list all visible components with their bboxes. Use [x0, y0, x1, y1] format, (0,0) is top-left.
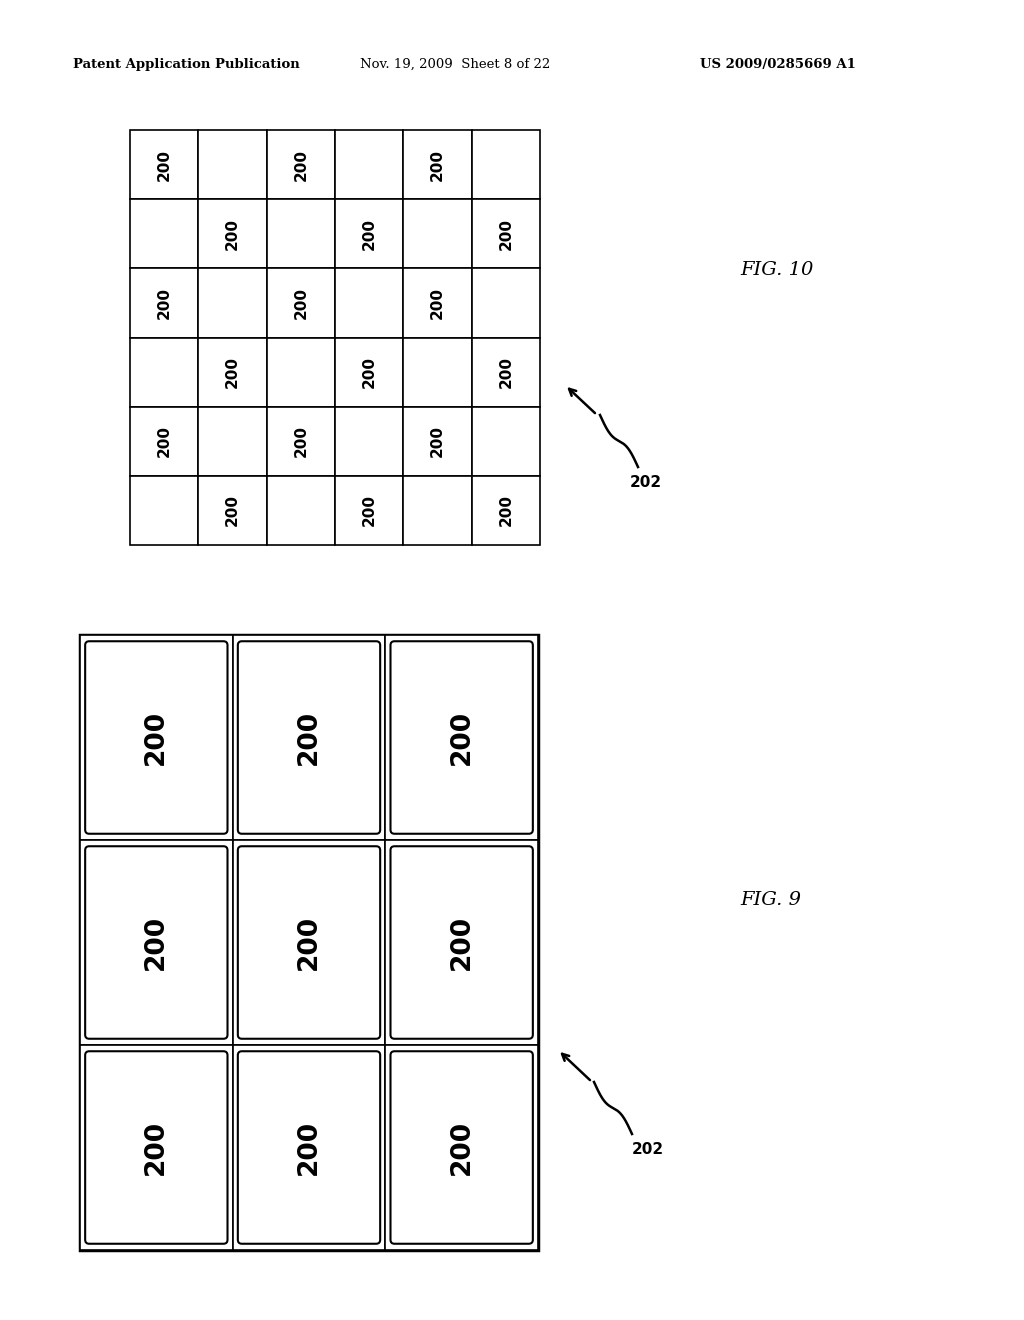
Bar [385, 635, 538, 840]
Bar [385, 1045, 538, 1250]
Text: 200: 200 [157, 425, 172, 457]
Bar [335, 407, 403, 475]
Bar [266, 338, 335, 407]
Bar [472, 268, 540, 338]
Bar [130, 338, 199, 407]
Bar [403, 338, 472, 407]
Bar [266, 268, 335, 338]
Bar [472, 475, 540, 545]
Text: 202: 202 [630, 475, 663, 490]
Text: 202: 202 [632, 1142, 665, 1158]
FancyBboxPatch shape [238, 642, 380, 834]
Bar [403, 129, 472, 199]
Bar [80, 635, 232, 840]
Text: 200: 200 [296, 1119, 322, 1175]
Bar [199, 199, 266, 268]
Text: 200: 200 [361, 218, 377, 249]
Text: 200: 200 [430, 149, 445, 181]
FancyBboxPatch shape [238, 1051, 380, 1243]
Bar [266, 199, 335, 268]
FancyBboxPatch shape [85, 642, 227, 834]
Bar [199, 407, 266, 475]
Text: 200: 200 [293, 286, 308, 319]
Text: 200: 200 [293, 149, 308, 181]
FancyBboxPatch shape [390, 642, 532, 834]
Bar [335, 268, 403, 338]
Bar [232, 840, 385, 1045]
Bar [80, 1045, 232, 1250]
Text: 200: 200 [225, 356, 240, 388]
Bar [266, 129, 335, 199]
Bar [472, 199, 540, 268]
Text: 200: 200 [296, 710, 322, 766]
Text: 200: 200 [143, 915, 169, 970]
Text: 200: 200 [361, 356, 377, 388]
Text: 200: 200 [225, 218, 240, 249]
FancyBboxPatch shape [390, 1051, 532, 1243]
Bar [335, 475, 403, 545]
Text: FIG. 9: FIG. 9 [740, 891, 801, 909]
Text: 200: 200 [499, 495, 513, 527]
Bar [130, 475, 199, 545]
Bar [335, 199, 403, 268]
Bar [130, 129, 199, 199]
Text: 200: 200 [157, 286, 172, 319]
Text: 200: 200 [143, 710, 169, 766]
Bar [232, 635, 385, 840]
Bar [385, 840, 538, 1045]
Bar [130, 268, 199, 338]
FancyBboxPatch shape [85, 1051, 227, 1243]
FancyBboxPatch shape [390, 846, 532, 1039]
Text: 200: 200 [157, 149, 172, 181]
Text: 200: 200 [225, 495, 240, 527]
Bar [199, 338, 266, 407]
FancyBboxPatch shape [238, 846, 380, 1039]
Text: 200: 200 [449, 1119, 475, 1175]
Bar [403, 407, 472, 475]
Bar [80, 840, 232, 1045]
Text: US 2009/0285669 A1: US 2009/0285669 A1 [700, 58, 856, 71]
Bar [335, 129, 403, 199]
Text: 200: 200 [293, 425, 308, 457]
Bar [232, 1045, 385, 1250]
Text: 200: 200 [449, 915, 475, 970]
Text: 200: 200 [449, 710, 475, 766]
Bar [130, 199, 199, 268]
Text: Nov. 19, 2009  Sheet 8 of 22: Nov. 19, 2009 Sheet 8 of 22 [360, 58, 550, 71]
Text: 200: 200 [430, 425, 445, 457]
Bar [266, 407, 335, 475]
Text: FIG. 10: FIG. 10 [740, 261, 813, 279]
Bar [199, 475, 266, 545]
Bar [80, 635, 538, 1250]
Bar [335, 338, 403, 407]
Bar [403, 268, 472, 338]
Text: 200: 200 [430, 286, 445, 319]
Text: 200: 200 [361, 495, 377, 527]
Bar [472, 407, 540, 475]
Bar [472, 338, 540, 407]
Bar [403, 475, 472, 545]
Bar [199, 268, 266, 338]
Text: 200: 200 [499, 356, 513, 388]
Bar [266, 475, 335, 545]
Text: Patent Application Publication: Patent Application Publication [73, 58, 300, 71]
Bar [199, 129, 266, 199]
FancyBboxPatch shape [85, 846, 227, 1039]
Bar [403, 199, 472, 268]
Text: 200: 200 [296, 915, 322, 970]
Bar [130, 407, 199, 475]
Bar [472, 129, 540, 199]
Text: 200: 200 [499, 218, 513, 249]
Text: 200: 200 [143, 1119, 169, 1175]
